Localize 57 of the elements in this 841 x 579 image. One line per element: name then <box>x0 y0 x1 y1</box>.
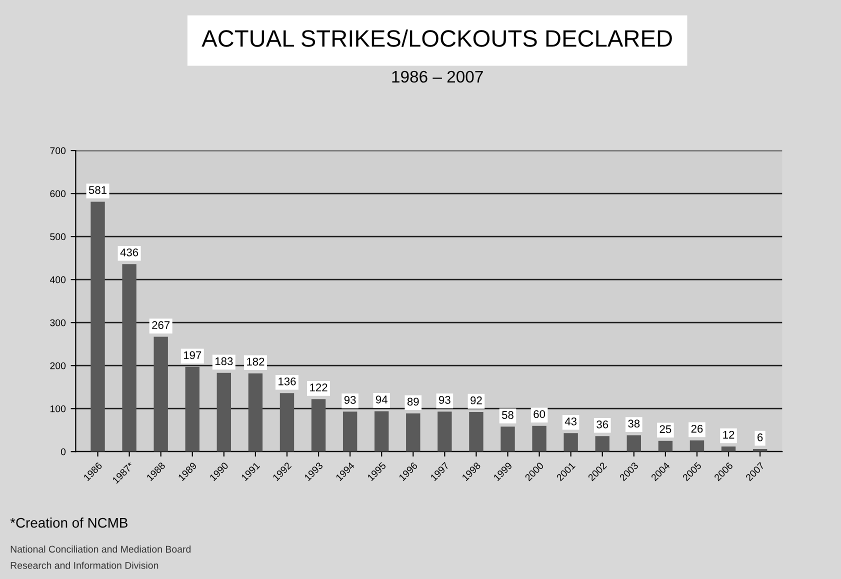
data-label: 26 <box>691 424 703 433</box>
y-tick-label: 100 <box>50 405 66 412</box>
text: National Conciliation and Mediation Board <box>10 546 191 553</box>
data-label: 89 <box>407 398 419 406</box>
bar <box>374 411 389 452</box>
data-label: 93 <box>439 396 450 404</box>
data-label: 93 <box>344 396 356 404</box>
data-label: 183 <box>215 357 233 366</box>
y-tick-label: 700 <box>50 147 66 154</box>
bar <box>564 433 578 452</box>
data-label: 38 <box>628 420 640 428</box>
bar <box>500 426 515 452</box>
data-label: 25 <box>660 425 672 434</box>
bar <box>311 399 326 452</box>
y-tick-label: 300 <box>50 319 66 326</box>
bar <box>595 436 610 452</box>
chart-title: ACTUAL STRIKES/LOCKOUTS DECLARED <box>202 30 672 47</box>
data-label: 94 <box>376 396 388 404</box>
y-tick-label: 400 <box>50 276 66 284</box>
data-label: 6 <box>758 433 763 442</box>
data-label: 136 <box>278 378 296 386</box>
data-label: 267 <box>152 321 170 330</box>
bar <box>248 373 263 452</box>
data-label: 197 <box>184 351 202 360</box>
bar <box>690 440 704 452</box>
data-label: 36 <box>596 420 608 428</box>
text: Research and Information Division <box>10 562 158 569</box>
data-label: 182 <box>247 358 264 366</box>
bar <box>658 440 673 452</box>
data-label: 92 <box>470 396 482 404</box>
bar <box>216 372 232 452</box>
bar <box>626 435 641 452</box>
chart-subtitle: 1986 – 2007 <box>392 70 483 83</box>
data-label: 58 <box>502 411 514 419</box>
bar <box>438 412 452 452</box>
data-label: 122 <box>310 384 328 392</box>
data-label: 60 <box>534 410 546 418</box>
data-label: 43 <box>564 418 577 426</box>
bar <box>406 413 420 452</box>
bar <box>532 426 546 452</box>
bar <box>280 393 294 452</box>
bar <box>185 366 200 452</box>
data-label: 436 <box>120 248 138 256</box>
bar <box>721 446 736 452</box>
bar <box>90 202 105 452</box>
y-tick-label: 600 <box>50 190 66 198</box>
y-tick-label: 0 <box>60 448 66 456</box>
bar <box>469 412 484 452</box>
data-label: 12 <box>723 430 734 439</box>
bar <box>154 336 168 452</box>
y-tick-label: 500 <box>50 233 66 240</box>
data-label: 581 <box>88 186 106 194</box>
text: *Creation of NCMB <box>10 518 128 528</box>
bar <box>752 449 768 452</box>
bar <box>342 412 358 452</box>
bar <box>122 264 136 452</box>
y-tick-label: 200 <box>50 362 66 370</box>
